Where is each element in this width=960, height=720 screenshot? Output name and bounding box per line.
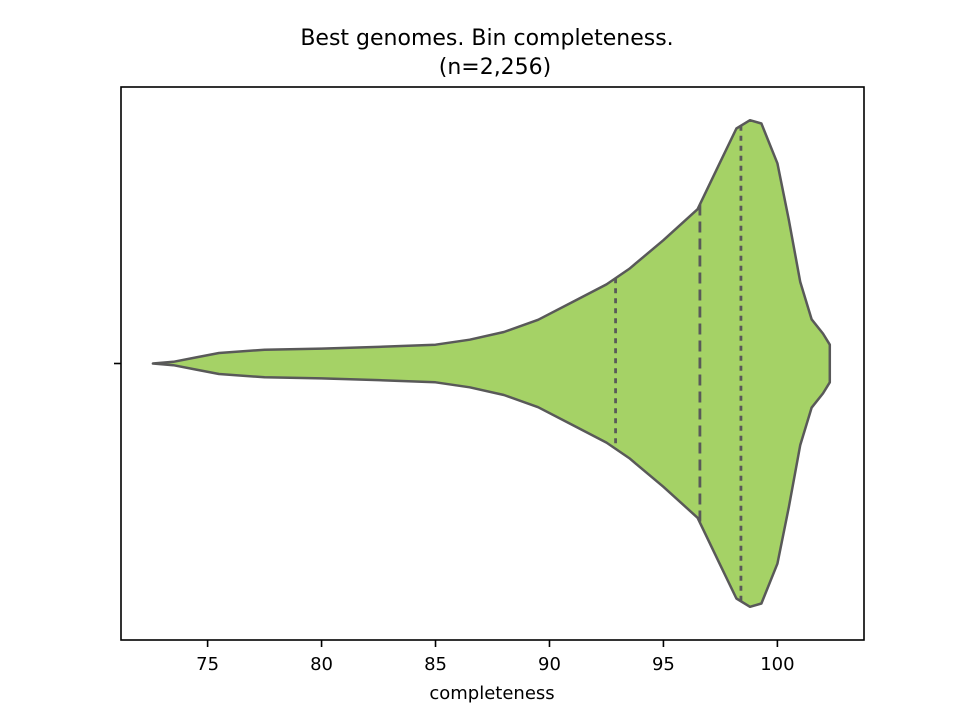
x-tick-label: 85	[424, 654, 447, 675]
x-tick-label: 75	[196, 654, 219, 675]
x-tick-label: 100	[760, 654, 794, 675]
violin-body	[151, 118, 832, 609]
x-tick-label: 90	[538, 654, 561, 675]
chart-subtitle: (n=2,256)	[439, 55, 552, 80]
x-tick-label: 80	[310, 654, 333, 675]
plot-area: 75 80 85 90 95 100	[114, 86, 865, 675]
x-axis-label: completeness	[429, 683, 554, 704]
chart-title: Best genomes. Bin completeness.	[300, 26, 673, 51]
x-tick-label: 95	[652, 654, 675, 675]
